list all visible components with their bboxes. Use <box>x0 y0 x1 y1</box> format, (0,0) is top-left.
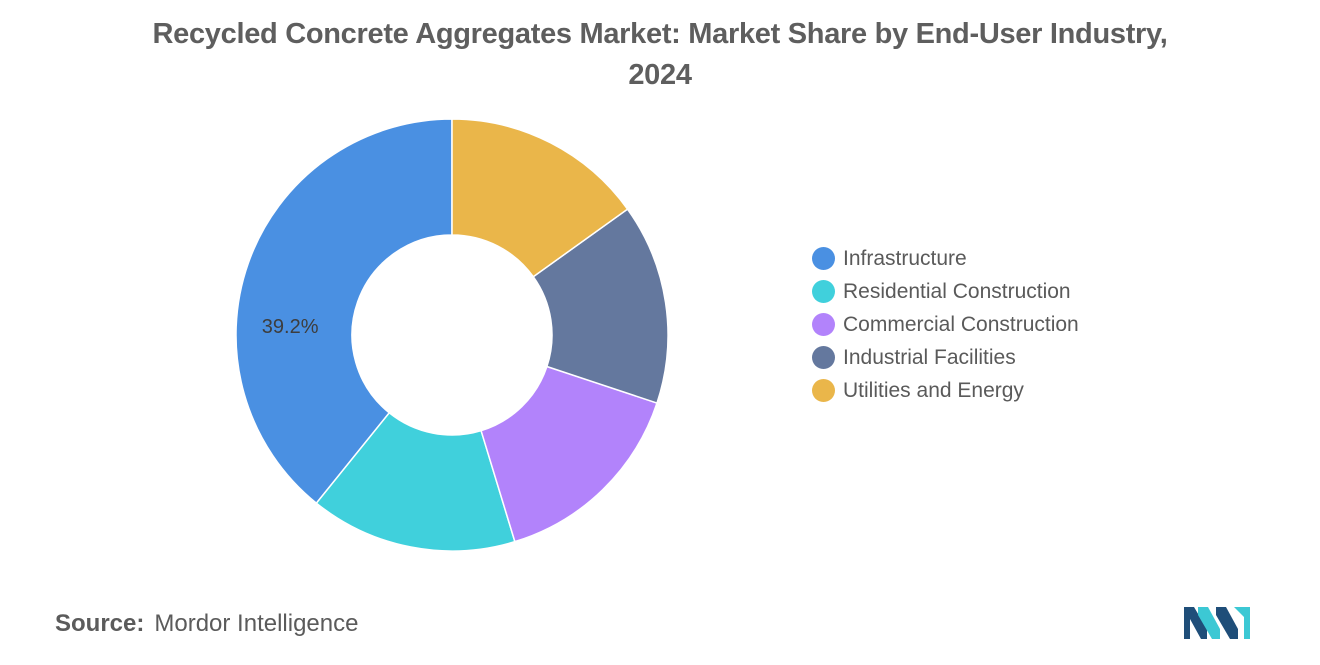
legend-swatch <box>812 247 835 270</box>
source-label: Source: <box>55 610 145 637</box>
donut-slices <box>235 118 669 552</box>
data-label-infrastructure: 39.2% <box>262 316 319 338</box>
legend-swatch <box>812 379 835 402</box>
chart-title: Recycled Concrete Aggregates Market: Mar… <box>152 18 1168 91</box>
legend-label: Residential Construction <box>843 279 1071 303</box>
source-text: Mordor Intelligence <box>154 610 359 637</box>
slice-infrastructure <box>235 118 453 505</box>
chart-legend: Infrastructure Residential Construction Co… <box>812 242 1079 407</box>
donut-data-labels: 39.2% <box>262 316 319 338</box>
legend-swatch <box>812 346 835 369</box>
legend-swatch <box>812 280 835 303</box>
legend-label: Infrastructure <box>843 246 967 270</box>
legend-label: Commercial Construction <box>843 312 1079 336</box>
slice-utilities-and-energy <box>451 118 629 278</box>
source-note: Source: Mordor Intelligence <box>55 610 358 638</box>
legend-item-industrial-facilities: Industrial Facilities <box>812 341 1079 374</box>
legend-label: Utilities and Energy <box>843 378 1024 402</box>
slice-residential-construction <box>315 411 516 552</box>
legend-swatch <box>812 313 835 336</box>
legend-item-infrastructure: Infrastructure <box>812 242 1079 275</box>
legend-item-utilities-and-energy: Utilities and Energy <box>812 374 1079 407</box>
legend-item-commercial-construction: Commercial Construction <box>812 308 1079 341</box>
legend-label: Industrial Facilities <box>843 345 1016 369</box>
slice-commercial-construction <box>480 365 658 543</box>
mordor-intelligence-logo-icon <box>1184 607 1250 639</box>
slice-industrial-facilities <box>532 208 669 404</box>
legend-item-residential-construction: Residential Construction <box>812 275 1079 308</box>
